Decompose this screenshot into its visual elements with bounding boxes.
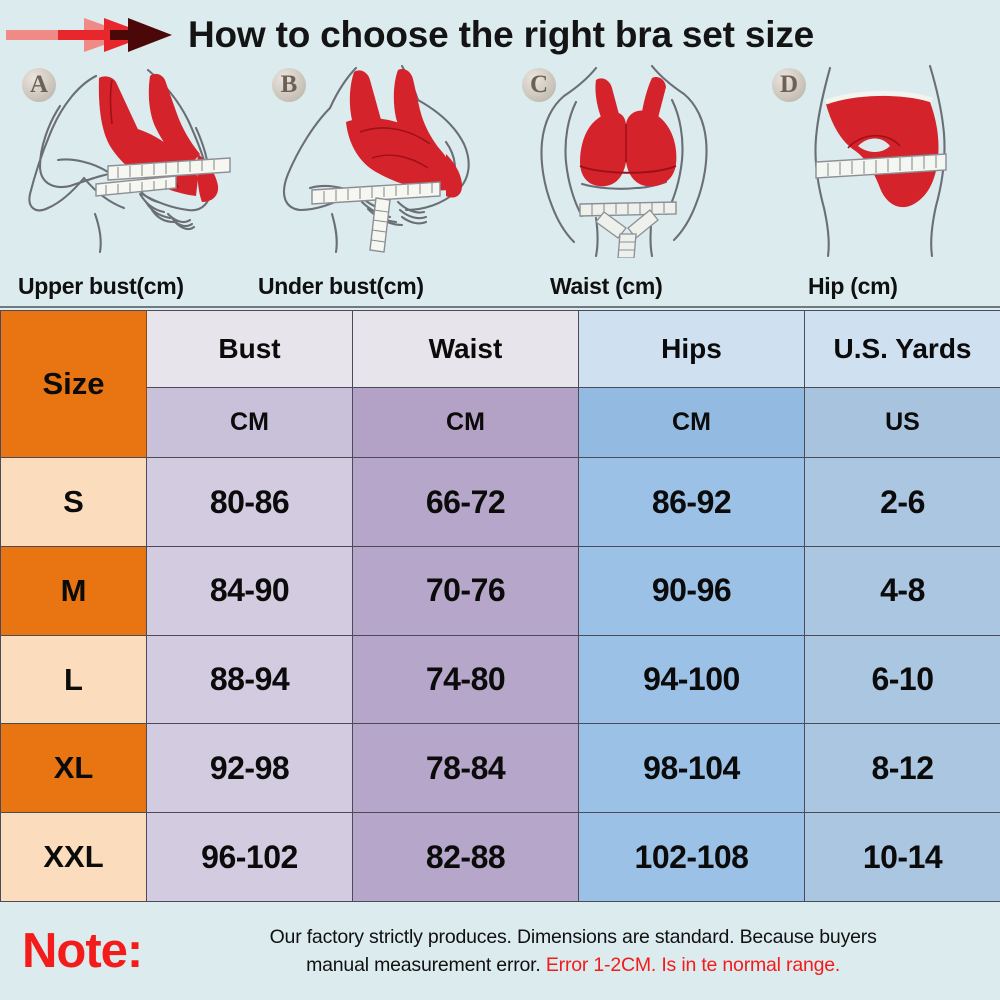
bust-cell: 96-102: [146, 812, 353, 902]
panel-letter-d: D: [772, 68, 806, 102]
panel-letter-b: B: [272, 68, 306, 102]
waist-cell: 74-80: [352, 634, 579, 725]
note-line-1: Our factory strictly produces. Dimension…: [269, 925, 877, 948]
note-label: Note:: [22, 923, 143, 978]
us-cell: 2-6: [804, 457, 1000, 547]
us-cell: 4-8: [804, 545, 1000, 636]
table-row: S 80-86 66-72 86-92 2-6: [0, 457, 1000, 547]
note-body: Our factory strictly produces. Dimension…: [156, 923, 1000, 980]
waist-cell: 78-84: [352, 723, 579, 814]
note-bar: Note: Our factory strictly produces. Dim…: [0, 902, 1000, 1000]
unit-cell-bust: CM: [146, 387, 353, 459]
us-cell: 6-10: [804, 634, 1000, 725]
illustration-panels: A: [0, 62, 1000, 306]
us-cell: 8-12: [804, 723, 1000, 814]
header-cell-hips: Hips: [578, 309, 805, 389]
bust-cell: 84-90: [146, 545, 353, 636]
waist-measure-illustration: [500, 62, 750, 258]
illustration-panel-upper-bust: A: [0, 62, 250, 306]
hips-cell: 86-92: [578, 457, 805, 547]
bust-cell: 92-98: [146, 723, 353, 814]
size-cell: S: [0, 457, 147, 547]
header-cell-waist: Waist: [352, 309, 579, 389]
header-cell-bust: Bust: [146, 309, 353, 389]
waist-cell: 82-88: [352, 812, 579, 902]
unit-cell-us: US: [804, 387, 1000, 459]
illustration-panel-hip: D: [750, 62, 1000, 306]
panel-letter-a: A: [22, 68, 56, 102]
illustration-panel-under-bust: B: [250, 62, 500, 306]
size-cell: L: [0, 634, 147, 725]
unit-cell-hips: CM: [578, 387, 805, 459]
hips-cell: 98-104: [578, 723, 805, 814]
note-line-2-red: Error 1-2CM. Is in te normal range.: [545, 954, 841, 976]
size-cell: XXL: [0, 812, 147, 902]
illustration-panel-waist: C: [500, 62, 750, 306]
bust-cell: 80-86: [146, 457, 353, 547]
table-row: M 84-90 70-76 90-96 4-8: [0, 545, 1000, 636]
waist-cell: 70-76: [352, 545, 579, 636]
under-bust-measure-illustration: [250, 62, 500, 258]
illustration-band: How to choose the right bra set size A: [0, 0, 1000, 308]
panel-caption-waist: Waist (cm): [550, 273, 663, 299]
table-row: L 88-94 74-80 94-100 6-10: [0, 634, 1000, 725]
table-header-row-units: CM CM CM US: [1, 387, 1000, 459]
size-cell: XL: [0, 723, 147, 814]
panel-letter-c: C: [522, 68, 556, 102]
hip-measure-illustration: [750, 62, 1000, 258]
note-line-2-black: manual measurement error.: [306, 954, 541, 976]
table-row: XXL 96-102 82-88 102-108 10-14: [0, 812, 1000, 902]
header-cell-us-yards: U.S. Yards: [804, 309, 1000, 389]
table-header-row-top: Size Bust Waist Hips U.S. Yards: [0, 309, 1000, 459]
bust-cell: 88-94: [146, 634, 353, 725]
waist-cell: 66-72: [352, 457, 579, 547]
note-line-2: manual measurement error. Error 1-2CM. I…: [156, 951, 990, 979]
table-row: XL 92-98 78-84 98-104 8-12: [0, 723, 1000, 814]
size-chart-table: Size Bust Waist Hips U.S. Yards CM CM CM…: [0, 309, 1000, 902]
panel-caption-hip: Hip (cm): [808, 273, 898, 299]
us-cell: 10-14: [804, 812, 1000, 902]
hips-cell: 102-108: [578, 812, 805, 902]
panel-caption-under-bust: Under bust(cm): [258, 273, 424, 299]
upper-bust-measure-illustration: [0, 62, 250, 258]
page-title: How to choose the right bra set size: [188, 14, 815, 55]
unit-cell-waist: CM: [352, 387, 579, 459]
triple-arrow-right-icon: [6, 13, 186, 57]
header-cell-size: Size: [0, 309, 147, 459]
panel-caption-upper-bust: Upper bust(cm): [18, 273, 184, 299]
size-cell: M: [0, 545, 147, 636]
title-row: How to choose the right bra set size: [0, 6, 1000, 64]
hips-cell: 94-100: [578, 634, 805, 725]
hips-cell: 90-96: [578, 545, 805, 636]
